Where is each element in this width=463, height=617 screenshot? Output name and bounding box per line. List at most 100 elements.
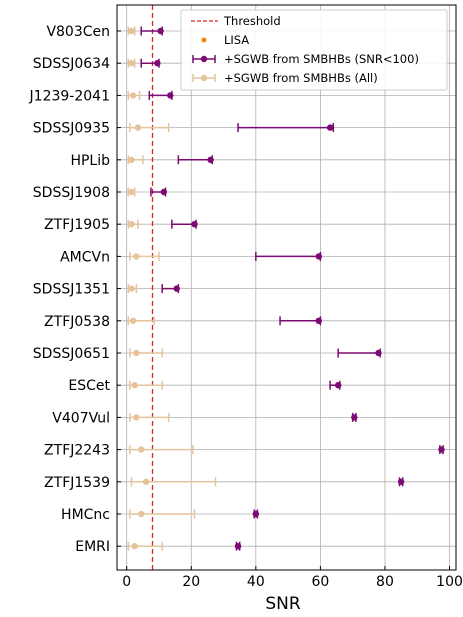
errbar-snr100-median-point	[157, 27, 164, 35]
errbar-snr100	[337, 348, 382, 358]
errbar-all-median-point	[142, 478, 150, 485]
errbar-snr100	[351, 412, 358, 422]
errbar-snr100	[150, 187, 168, 197]
legend-threshold-label: Threshold	[223, 14, 281, 28]
errbar-snr100	[252, 509, 260, 519]
errbar-snr100	[177, 155, 214, 165]
y-tick-label: SDSSJ0651	[33, 346, 110, 362]
errbar-snr100-median-point	[173, 285, 180, 292]
errbar-all	[129, 445, 194, 455]
errbar-all-median-point	[133, 253, 140, 260]
errbar-all	[130, 477, 217, 487]
legend-snr100-swatch	[192, 55, 216, 63]
y-tick-label: SDSSJ0935	[33, 121, 110, 137]
errbar-all	[127, 219, 139, 229]
errbar-all	[127, 26, 136, 36]
legend-lisa-label: LISA	[224, 33, 249, 47]
errbar-snr100-median-point	[375, 349, 382, 357]
errbar-snr100-median-point	[160, 188, 168, 196]
errbar-all	[129, 123, 170, 133]
errbar-all-median-point	[138, 510, 145, 518]
errbar-snr100	[140, 26, 164, 36]
legend: Threshold LISA +SGWB from SMBHBs (SNR<10…	[180, 9, 448, 91]
errbar-all-median-point	[128, 188, 135, 196]
y-tick-label: V407Vul	[52, 410, 110, 426]
x-axis-title: SNR	[265, 594, 301, 614]
errbar-all-median-point	[128, 27, 135, 35]
errbar-all-median-point	[128, 156, 135, 163]
y-tick-label: ESCet	[68, 378, 110, 394]
errbar-snr100-median-point	[191, 221, 198, 228]
x-tick-label: 20	[182, 574, 200, 590]
errbar-all-median-point	[133, 349, 140, 357]
y-tick-label: ZTFJ1539	[44, 475, 110, 491]
legend-all-swatch	[192, 74, 216, 82]
x-tick-label: 0	[122, 574, 131, 590]
y-tick-label: AMCVn	[60, 249, 110, 265]
y-tick-label: ZTFJ0538	[44, 314, 110, 330]
errbar-snr100-median-point	[351, 414, 358, 421]
errbar-snr100-median-point	[234, 543, 242, 550]
y-tick-label: ZTFJ2243	[44, 443, 110, 459]
errbar-all	[127, 541, 163, 551]
errbar-snr100	[279, 316, 322, 326]
errbar-all-median-point	[133, 414, 140, 421]
legend-all-label: +SGWB from SMBHBs (All)	[224, 71, 378, 85]
errbar-snr100-median-point	[207, 156, 214, 163]
y-tick-label: SDSSJ0634	[33, 56, 110, 72]
x-tick-label: 60	[311, 574, 329, 590]
legend-lisa-swatch	[201, 37, 207, 43]
errbar-snr100	[237, 123, 335, 133]
legend-snr100-label: +SGWB from SMBHBs (SNR<100)	[224, 52, 419, 66]
errbar-all-median-point	[128, 221, 135, 228]
errbar-all	[127, 187, 136, 197]
plot-frame	[116, 4, 457, 571]
y-tick-label: SDSSJ1351	[33, 282, 110, 298]
errbar-all-median-point	[128, 60, 135, 67]
errbar-all-median-point	[131, 543, 138, 550]
errbar-snr100	[397, 477, 405, 487]
legend-box	[180, 9, 448, 91]
y-tick-label: HMCnc	[61, 507, 110, 523]
errbar-snr100	[140, 58, 161, 68]
errbar-snr100-median-point	[326, 124, 334, 131]
errbar-snr100	[255, 251, 322, 261]
errbar-snr100-median-point	[315, 317, 322, 324]
y-tick-label: ZTFJ1905	[44, 217, 110, 233]
errbar-all-median-point	[129, 317, 137, 324]
errbar-snr100-median-point	[397, 478, 405, 485]
errbar-all	[129, 380, 163, 390]
errbar-snr100-median-point	[334, 382, 342, 389]
errbar-all-median-point	[138, 446, 145, 453]
errbar-snr100	[148, 90, 174, 100]
errbar-snr100	[234, 541, 242, 551]
y-tick-label: J1239-2041	[29, 88, 110, 104]
x-tick-labels: 0 20 40 60 80 100	[122, 566, 463, 590]
errbar-snr100	[161, 284, 180, 294]
errbar-all	[127, 155, 144, 165]
errbar-all-median-point	[134, 124, 142, 131]
errbar-all	[127, 58, 136, 68]
errbar-snr100-median-point	[438, 446, 445, 453]
y-tick-labels: V803Cen SDSSJ0634 J1239-2041 SDSSJ0935 HPLib…	[29, 24, 121, 555]
errbar-snr100-median-point	[252, 510, 260, 518]
errbar-snr100-median-point	[315, 253, 322, 260]
x-tick-label: 80	[376, 574, 394, 590]
x-tick-label: 40	[247, 574, 265, 590]
errbar-all-median-point	[128, 285, 135, 292]
errbar-all	[127, 284, 138, 294]
y-tick-label: SDSSJ1908	[33, 185, 110, 201]
errbar-snr100	[329, 380, 342, 390]
y-tick-label: HPLib	[70, 153, 110, 169]
errbar-all	[129, 348, 163, 358]
errbar-all	[127, 90, 141, 100]
errbar-all	[129, 509, 196, 519]
errbar-snr100	[171, 219, 198, 229]
errbar-snr100	[438, 445, 445, 455]
x-tick-label: 100	[436, 574, 463, 590]
errbar-all	[129, 251, 160, 261]
errbar-snr100-median-point	[167, 92, 174, 99]
y-tick-label: V803Cen	[46, 24, 110, 40]
errbar-all-median-point	[131, 382, 138, 389]
